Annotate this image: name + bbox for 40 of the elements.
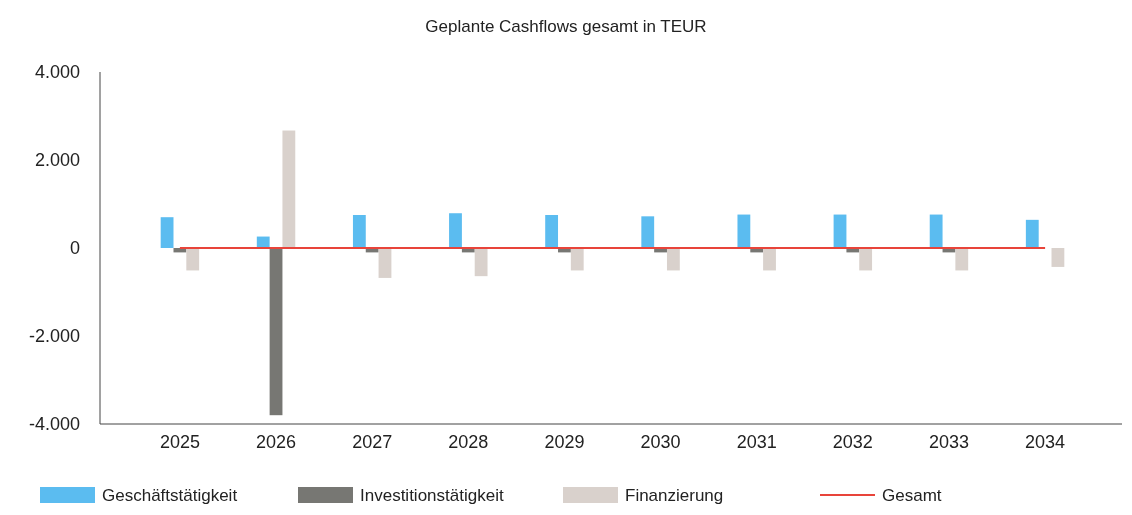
bar [378, 248, 392, 278]
bar [570, 248, 584, 271]
chart-title: Geplante Cashflows gesamt in TEUR [425, 17, 707, 36]
bar [269, 248, 283, 416]
bar [1025, 219, 1039, 248]
x-tick-label: 2030 [640, 432, 681, 452]
x-tick-label: 2031 [736, 432, 777, 452]
x-tick-label: 2032 [832, 432, 873, 452]
bar [666, 248, 680, 271]
y-tick-label: 4.000 [34, 62, 80, 83]
bar [955, 248, 969, 271]
bar [474, 248, 488, 277]
bar [282, 130, 296, 248]
x-tick-label: 2029 [544, 432, 585, 452]
bar [352, 215, 366, 248]
y-tick-label: 0 [69, 238, 80, 259]
legend-label: Finanzierung [625, 485, 724, 505]
legend-label: Investitionstätigkeit [360, 485, 504, 505]
y-tick-label: -2.000 [28, 326, 80, 347]
bar [641, 216, 655, 248]
x-tick-label: 2025 [159, 432, 200, 452]
bar [1051, 248, 1065, 267]
bar [186, 248, 200, 271]
y-tick-label: 2.000 [34, 150, 80, 171]
bar [859, 248, 873, 271]
x-tick-label: 2027 [352, 432, 393, 452]
bar [763, 248, 776, 271]
x-tick-label: 2028 [448, 432, 489, 452]
bar [737, 214, 751, 248]
legend-label: Gesamt [882, 485, 942, 505]
bar [833, 214, 847, 248]
x-tick-label: 2033 [928, 432, 969, 452]
y-tick-label: -4.000 [28, 414, 80, 435]
bar [160, 217, 174, 248]
x-tick-label: 2026 [256, 432, 297, 452]
bar [929, 214, 943, 248]
bar [449, 213, 462, 248]
bar [545, 215, 559, 248]
legend-label: Geschäftstätigkeit [102, 485, 238, 505]
x-tick-label: 2034 [1025, 432, 1066, 452]
